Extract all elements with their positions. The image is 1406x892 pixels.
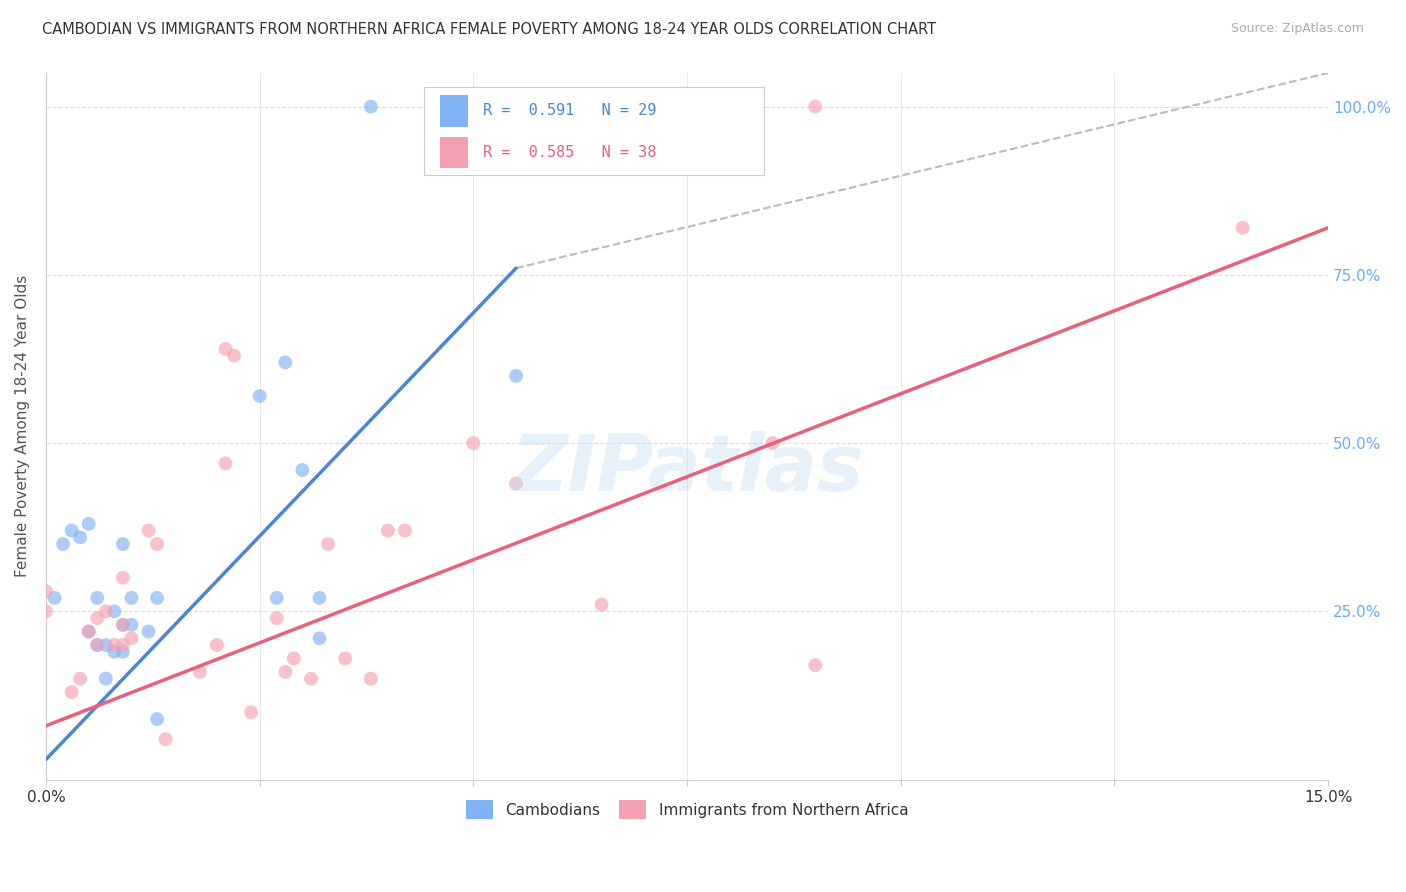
Point (274, 665, 297, 679)
Point (77, 624, 100, 639)
Point (69, 672, 91, 686)
Text: ZIPatlas: ZIPatlas (510, 431, 863, 507)
Point (35, 584, 58, 599)
FancyBboxPatch shape (425, 87, 763, 176)
Point (120, 632, 142, 646)
Point (1232, 220, 1254, 235)
Point (308, 591, 330, 605)
Point (214, 342, 236, 356)
Point (94, 604, 117, 618)
Point (77, 516, 100, 531)
Point (138, 524, 160, 538)
Point (146, 591, 169, 605)
Point (77, 624, 100, 639)
Point (360, 672, 382, 686)
Text: CAMBODIAN VS IMMIGRANTS FROM NORTHERN AFRICA FEMALE POVERTY AMONG 18-24 YEAR OLD: CAMBODIAN VS IMMIGRANTS FROM NORTHERN AF… (42, 22, 936, 37)
Point (120, 591, 142, 605)
Point (94, 672, 117, 686)
Point (120, 617, 142, 632)
Point (52, 537, 75, 551)
Point (394, 524, 416, 538)
Point (86, 638, 108, 652)
Point (103, 604, 125, 618)
Bar (440, 136, 468, 169)
Text: R =  0.591   N = 29: R = 0.591 N = 29 (484, 103, 657, 119)
Point (804, 100, 827, 114)
Point (35, 604, 58, 618)
Point (283, 651, 305, 665)
Point (155, 732, 177, 747)
Point (463, 436, 485, 450)
Point (333, 651, 356, 665)
Point (205, 638, 228, 652)
Point (249, 389, 271, 403)
Point (111, 571, 134, 585)
Point (86, 638, 108, 652)
Point (214, 456, 236, 470)
Point (188, 665, 211, 679)
Point (266, 591, 288, 605)
Bar (440, 95, 468, 127)
Point (761, 436, 783, 450)
Point (111, 537, 134, 551)
Point (111, 645, 134, 659)
Point (291, 463, 314, 477)
Point (111, 638, 134, 652)
Point (804, 658, 827, 673)
Point (505, 476, 527, 491)
Point (266, 611, 288, 625)
Point (60, 685, 83, 699)
Point (479, 100, 502, 114)
Point (360, 100, 382, 114)
Point (308, 632, 330, 646)
Point (138, 624, 160, 639)
Point (377, 524, 399, 538)
Point (591, 598, 613, 612)
Legend: Cambodians, Immigrants from Northern Africa: Cambodians, Immigrants from Northern Afr… (460, 794, 914, 825)
Point (86, 591, 108, 605)
Point (94, 638, 117, 652)
Point (505, 368, 527, 383)
Point (316, 537, 339, 551)
Text: Source: ZipAtlas.com: Source: ZipAtlas.com (1230, 22, 1364, 36)
Point (60, 524, 83, 538)
Point (146, 537, 169, 551)
Point (103, 645, 125, 659)
Point (111, 617, 134, 632)
Point (86, 611, 108, 625)
Text: R =  0.585   N = 38: R = 0.585 N = 38 (484, 145, 657, 160)
Point (69, 530, 91, 544)
Point (44, 591, 66, 605)
Point (299, 672, 322, 686)
Point (240, 706, 263, 720)
Point (274, 355, 297, 369)
Point (222, 349, 245, 363)
Y-axis label: Female Poverty Among 18-24 Year Olds: Female Poverty Among 18-24 Year Olds (15, 275, 30, 577)
Point (146, 712, 169, 726)
Point (111, 617, 134, 632)
Point (103, 638, 125, 652)
